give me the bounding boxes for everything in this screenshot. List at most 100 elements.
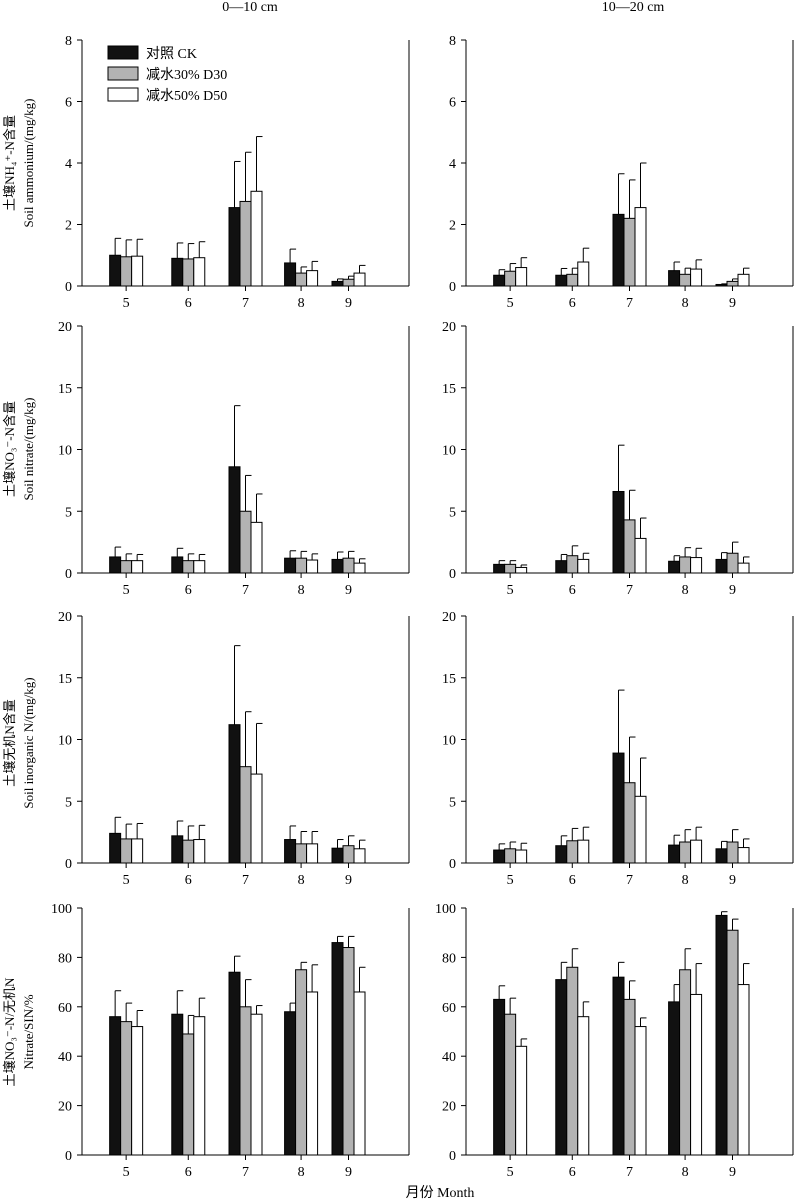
bar-d50	[737, 984, 750, 1156]
bar-d30	[120, 1021, 133, 1156]
bar-ck	[555, 845, 568, 864]
bar-d50	[737, 273, 750, 287]
x-tick-label: 5	[123, 583, 130, 598]
bar-d50	[737, 847, 750, 864]
bar-d50	[250, 773, 263, 864]
bar-d30	[295, 843, 308, 864]
bar-d50	[131, 838, 144, 864]
y-tick-label: 20	[442, 610, 456, 625]
bar-d50	[577, 839, 590, 864]
bar-d30	[182, 839, 195, 864]
y-tick-label: 100	[435, 902, 456, 917]
legend-swatch	[107, 87, 139, 102]
x-tick-label: 6	[185, 873, 192, 888]
bar-d50	[306, 991, 319, 1156]
bar-d30	[679, 841, 692, 864]
x-tick-label: 9	[729, 873, 736, 888]
bar-d50	[193, 257, 206, 287]
bar-d50	[577, 558, 590, 574]
bar-d30	[566, 273, 579, 287]
y-tick-label: 6	[449, 96, 456, 111]
bar-ck	[555, 979, 568, 1156]
y-tick-label: 10	[58, 444, 72, 459]
x-tick-label: 9	[729, 296, 736, 311]
legend-swatch	[107, 45, 139, 60]
bar-ck	[109, 832, 122, 864]
bar-d50	[515, 267, 528, 287]
y-tick-label: 10	[442, 444, 456, 459]
bar-ck	[228, 724, 241, 864]
bar-d30	[566, 840, 579, 864]
bar-ck	[171, 257, 184, 287]
bar-d50	[193, 839, 206, 864]
panel-r1-c1: 0 2 4 6 8 5 6 7 8 9 对照 CK 减水30% D30 减水50% D50	[65, 34, 410, 311]
x-tick-label: 5	[507, 1165, 514, 1180]
y-tick-label: 0	[449, 857, 456, 872]
panel-r2-c1: 0 5 10 15 20 5 6 7 8 9	[58, 320, 410, 598]
column-title-right: 10—20 cm	[602, 0, 665, 15]
bar-d30	[120, 256, 133, 287]
bar-d50	[193, 560, 206, 574]
panel-r3-c1: 0 5 10 15 20 5 6 7 8 9	[58, 610, 410, 888]
bar-ck	[555, 274, 568, 287]
y-tick-label: 5	[449, 505, 456, 520]
bar-d30	[679, 556, 692, 574]
bar-d30	[120, 560, 133, 574]
bar-ck	[331, 280, 344, 287]
bar-d30	[504, 848, 517, 864]
y-tick-label: 80	[442, 951, 456, 966]
bar-ck	[668, 560, 681, 574]
bar-d30	[504, 270, 517, 287]
x-tick-label: 7	[626, 296, 633, 311]
ylabel-row-1-en: Soil ammonium/(mg/kg)	[21, 99, 36, 228]
bar-ck	[109, 556, 122, 574]
bar-d30	[295, 969, 308, 1156]
ylabel-row-1-cn: 土壤NH₄⁺-N含量	[2, 115, 17, 211]
x-tick-label: 7	[626, 1165, 633, 1180]
x-tick-label: 8	[682, 1165, 689, 1180]
bar-ck	[284, 262, 297, 287]
y-tick-label: 20	[442, 320, 456, 335]
bar-d50	[515, 566, 528, 574]
y-tick-label: 4	[65, 157, 72, 172]
x-tick-label: 5	[507, 583, 514, 598]
ylabel-row-3-en: Soil inorganic N/(mg/kg)	[21, 677, 36, 808]
bar-ck	[715, 283, 728, 287]
panel-r1-c2: 0 2 4 6 8 5 6 7 8 9	[449, 34, 794, 311]
bar-d50	[193, 1016, 206, 1156]
y-tick-label: 20	[58, 610, 72, 625]
y-tick-label: 0	[449, 567, 456, 582]
bar-ck	[493, 849, 506, 864]
bar-d30	[623, 782, 636, 864]
x-axis-label: 月份 Month	[406, 1185, 475, 1201]
bar-d30	[239, 766, 252, 864]
x-tick-label: 6	[185, 1165, 192, 1180]
bar-d30	[342, 947, 355, 1156]
x-tick-label: 5	[123, 296, 130, 311]
legend: 对照 CK 减水30% D30 减水50% D50	[107, 45, 227, 104]
bar-d30	[239, 200, 252, 287]
bar-d30	[342, 278, 355, 287]
bar-ck	[493, 998, 506, 1156]
x-tick-label: 7	[242, 1165, 249, 1180]
bar-ck	[284, 839, 297, 864]
bar-d30	[623, 217, 636, 287]
bar-d50	[690, 839, 703, 864]
bar-d50	[306, 843, 319, 864]
bar-d50	[634, 1026, 647, 1156]
bar-d30	[342, 845, 355, 864]
panel-r3-c2: 0 5 10 15 20 5 6 7 8 9	[442, 610, 794, 888]
y-tick-label: 60	[442, 1001, 456, 1016]
y-tick-label: 10	[442, 734, 456, 749]
bar-ck	[668, 270, 681, 287]
bar-d30	[726, 280, 739, 287]
ylabel-row-1: 土壤NH₄⁺-N含量 Soil ammonium/(mg/kg)	[2, 99, 36, 228]
x-tick-label: 6	[569, 296, 576, 311]
y-tick-label: 0	[65, 567, 72, 582]
bar-ck	[171, 556, 184, 574]
bar-d30	[504, 563, 517, 574]
x-tick-label: 6	[185, 296, 192, 311]
x-tick-label: 5	[123, 1165, 130, 1180]
bar-d30	[566, 966, 579, 1156]
y-tick-label: 15	[442, 672, 456, 687]
